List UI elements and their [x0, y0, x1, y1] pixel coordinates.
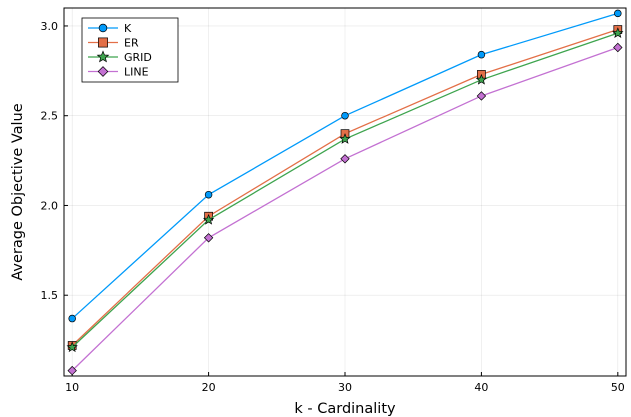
legend-marker-er: [98, 37, 108, 48]
series-k: [68, 9, 622, 323]
point-line-10: [67, 365, 77, 376]
y-axis-label: Average Objective Value: [10, 103, 26, 280]
x-tick-label: 50: [611, 381, 625, 394]
legend-marker-k: [98, 23, 108, 33]
point-k-10: [68, 314, 76, 323]
y-tick-label: 1.5: [41, 289, 59, 302]
series-group: [66, 9, 624, 376]
y-tick-label: 2.5: [41, 110, 59, 123]
point-grid-20: [202, 213, 215, 225]
x-tick-label: 10: [65, 381, 79, 394]
y-tick-label: 2.0: [41, 199, 59, 212]
y-tick-label: 3.0: [41, 20, 59, 33]
tick-labels: 10 20 30 40 50 1.5 2.0 2.5 3.0: [41, 20, 625, 394]
series-line: [67, 42, 623, 376]
legend-label-k: K: [124, 22, 132, 35]
x-tick-label: 30: [338, 381, 352, 394]
legend-marker-grid: [96, 50, 110, 63]
x-tick-label: 40: [474, 381, 488, 394]
point-line-50: [613, 42, 623, 53]
legend-label-er: ER: [124, 37, 139, 50]
legend-label-line: LINE: [124, 66, 149, 79]
point-line-20: [203, 233, 214, 243]
legend-label-grid: GRID: [124, 51, 152, 64]
point-k-30: [341, 111, 349, 120]
series-grid: [66, 27, 624, 353]
point-line-30: [340, 154, 350, 164]
point-grid-10: [66, 341, 78, 353]
point-k-50: [614, 9, 622, 18]
point-grid-30: [339, 133, 351, 144]
point-k-20: [204, 190, 213, 199]
x-tick-label: 20: [202, 381, 216, 394]
point-line-40: [476, 91, 487, 101]
point-grid-40: [475, 73, 488, 85]
x-axis-label: k - Cardinality: [294, 401, 396, 417]
legend-marker-line: [97, 66, 109, 77]
point-k-40: [477, 50, 486, 59]
point-grid-50: [612, 27, 624, 38]
